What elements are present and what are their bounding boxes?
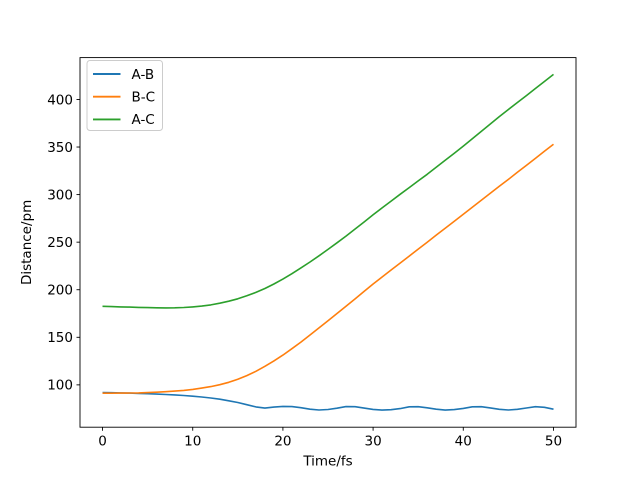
y-tick-label: 250 (47, 235, 73, 251)
legend-label-a-c: A-C (132, 112, 155, 128)
y-tick-label: 400 (47, 92, 73, 108)
y-axis-ticks: 100 150 200 250 300 350 400 (47, 92, 80, 394)
y-tick-label: 300 (47, 187, 73, 203)
x-axis-label: Time/fs (302, 454, 352, 470)
x-tick-label: 40 (455, 434, 472, 450)
legend-label-b-c: B-C (132, 90, 156, 106)
x-tick-label: 0 (98, 434, 107, 450)
x-tick-label: 10 (184, 434, 201, 450)
series-line-a-c (102, 73, 554, 309)
x-tick-label: 50 (545, 434, 562, 450)
y-tick-label: 200 (47, 283, 73, 299)
y-tick-label: 350 (47, 140, 73, 156)
y-tick-label: 100 (47, 378, 73, 394)
y-axis-label: Distance/pm (19, 200, 35, 285)
y-tick-label: 150 (47, 330, 73, 346)
series-line-a-b (102, 391, 554, 411)
x-tick-label: 30 (364, 434, 381, 450)
legend-box (86, 60, 163, 131)
x-tick-label: 20 (274, 434, 291, 450)
x-axis-ticks: 0 10 20 30 40 50 (98, 427, 562, 450)
series-line-b-c (102, 143, 554, 395)
legend: A-B B-C A-C (86, 60, 163, 131)
legend-label-a-b: A-B (132, 67, 155, 83)
series-lines (102, 73, 554, 411)
